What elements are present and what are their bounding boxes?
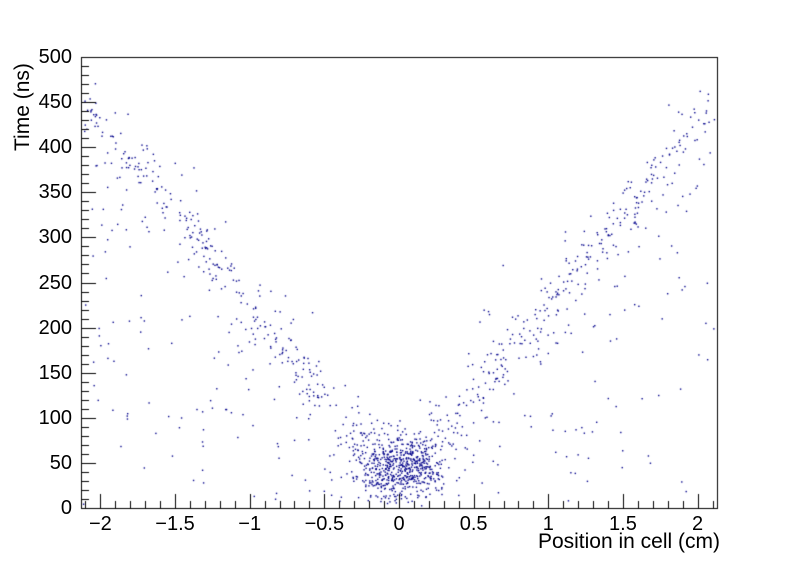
x-tick-label: 1 — [542, 513, 554, 535]
y-tick-label: 100 — [38, 406, 72, 429]
x-tick-label: −1.5 — [155, 513, 195, 535]
y-tick-label: 200 — [38, 316, 72, 339]
x-axis-title: Position in cell (cm) — [537, 530, 720, 553]
y-tick-label: 350 — [38, 181, 72, 204]
y-tick-label: 300 — [38, 226, 72, 249]
x-tick-label: 1.5 — [609, 513, 637, 535]
y-tick-label: 0 — [60, 497, 72, 519]
y-tick-label: 250 — [38, 271, 72, 294]
y-tick-label: 50 — [49, 451, 72, 474]
y-tick-label: 450 — [38, 91, 72, 114]
x-tick-label: 0.5 — [459, 513, 488, 535]
x-tick-label: −2 — [89, 513, 112, 535]
y-tick-label: 400 — [38, 136, 72, 159]
y-tick-label: 150 — [38, 361, 72, 384]
x-tick-label: −0.5 — [304, 513, 345, 535]
x-tick-label: 2 — [692, 513, 704, 535]
y-tick-label: 500 — [38, 46, 72, 68]
x-tick-label: −1 — [238, 513, 262, 535]
x-tick-label: 0 — [393, 513, 405, 535]
